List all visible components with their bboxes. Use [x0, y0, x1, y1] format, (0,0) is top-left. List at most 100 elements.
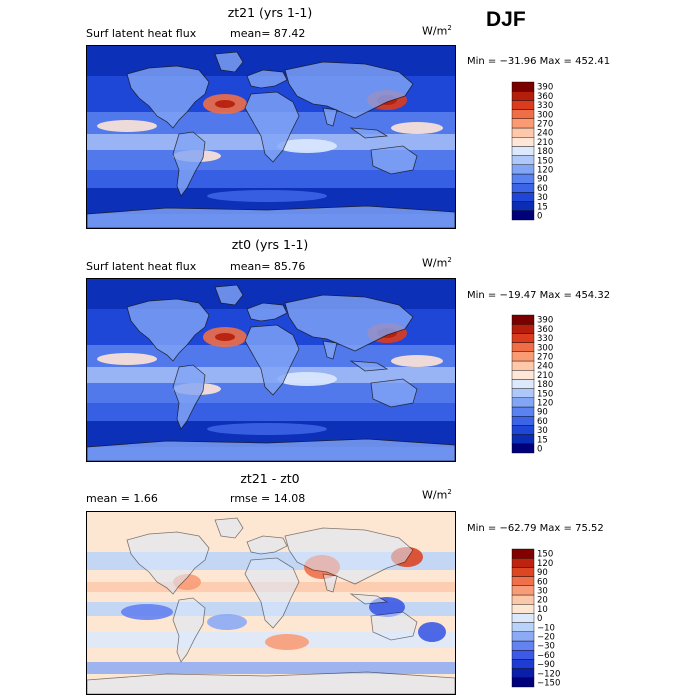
colorbar-tick-label: 270	[537, 353, 553, 363]
colorbar-tick-label: −120	[537, 669, 560, 679]
colorbar-swatch	[511, 201, 535, 211]
colorbar-swatch	[511, 342, 535, 353]
panel1-units: W/m2	[422, 24, 452, 38]
colorbar-tick-label: 60	[537, 184, 548, 194]
panel3-rmse: rmse = 14.08	[230, 492, 306, 505]
colorbar-tick-label: 360	[537, 92, 553, 102]
colorbar-swatch	[511, 388, 535, 398]
colorbar-swatch	[511, 90, 535, 101]
colorbar-swatch	[511, 668, 535, 678]
colorbar-tick-label: 360	[537, 325, 553, 335]
colorbar-tick-label: 90	[537, 175, 548, 185]
panel3-units: W/m2	[422, 488, 452, 502]
panel2-variable: Surf latent heat flux	[86, 260, 197, 273]
colorbar-tick-label: 270	[537, 120, 553, 130]
colorbar-swatch	[511, 164, 535, 175]
colorbar-tick-label: 300	[537, 343, 553, 353]
colorbar-swatch	[511, 379, 535, 389]
colorbar-swatch	[511, 613, 535, 623]
colorbar-tick-label: 150	[537, 156, 553, 166]
colorbar-tick-label: 15	[537, 202, 548, 212]
colorbar-tick-label: −150	[537, 679, 560, 689]
colorbar-swatch	[511, 210, 535, 221]
colorbar-tick-label: 0	[537, 614, 542, 624]
colorbar-swatch	[511, 137, 535, 147]
colorbar-tick-label: 150	[537, 389, 553, 399]
colorbar-tick-label: 30	[537, 193, 548, 203]
colorbar-swatch	[511, 659, 535, 669]
colorbar-tick-label: 210	[537, 138, 553, 148]
colorbar-swatch	[511, 127, 535, 138]
colorbar-swatch	[511, 146, 535, 156]
colorbar-tick-label: 180	[537, 147, 553, 157]
colorbar-tick-label: 0	[537, 212, 542, 222]
colorbar-tick-label: −10	[537, 623, 555, 633]
colorbar-tick-label: 210	[537, 371, 553, 381]
colorbar-swatch	[511, 333, 535, 343]
colorbar-swatch	[511, 649, 535, 660]
colorbar-swatch	[511, 567, 535, 577]
panel1-title: zt21 (yrs 1-1)	[227, 5, 313, 20]
panel2-mean: mean= 85.76	[230, 260, 306, 273]
colorbar-swatch	[511, 677, 535, 688]
colorbar-swatch	[511, 173, 535, 184]
colorbar-swatch	[511, 594, 535, 605]
panel2-title: zt0 (yrs 1-1)	[231, 237, 309, 252]
colorbar-tick-label: 15	[537, 435, 548, 445]
colorbar-swatch	[511, 557, 535, 568]
colorbar-swatch	[511, 622, 535, 632]
colorbar-swatch	[511, 182, 535, 193]
panel2-minmax: Min = −19.47 Max = 454.32	[467, 290, 611, 301]
colorbar-tick-label: 20	[537, 596, 548, 606]
colorbar-tick-label: −60	[537, 651, 555, 661]
colorbar-tick-label: 30	[537, 587, 548, 597]
colorbar-swatch	[511, 406, 535, 417]
colorbar-tick-label: 120	[537, 399, 553, 409]
colorbar-tick-label: 300	[537, 110, 553, 120]
colorbar-tick-label: 330	[537, 101, 553, 111]
colorbar-tick-label: 240	[537, 362, 553, 372]
colorbar-swatch	[511, 351, 535, 362]
colorbar-swatch	[511, 443, 535, 454]
colorbar-swatch	[511, 370, 535, 380]
colorbar-tick-label: 120	[537, 559, 553, 569]
colorbar-tick-label: 330	[537, 334, 553, 344]
colorbar-swatch	[511, 640, 535, 651]
panel3-title: zt21 - zt0	[240, 471, 300, 486]
colorbar-tick-label: 390	[537, 316, 553, 326]
colorbar-swatch	[511, 631, 535, 642]
panel1-mean: mean= 87.42	[230, 27, 306, 40]
panel2-units: W/m2	[422, 256, 452, 270]
colorbar-swatch	[511, 585, 535, 596]
panel1-map	[86, 45, 456, 229]
colorbar-tick-label: 390	[537, 83, 553, 93]
colorbar-swatch	[511, 323, 535, 334]
colorbar-tick-label: 90	[537, 568, 548, 578]
colorbar-swatch	[511, 604, 535, 614]
colorbar-tick-label: 60	[537, 577, 548, 587]
colorbar-tick-label: 60	[537, 417, 548, 427]
colorbar-swatch	[511, 314, 535, 325]
colorbar-tick-label: 90	[537, 408, 548, 418]
colorbar-tick-label: 120	[537, 166, 553, 176]
colorbar-tick-label: 0	[537, 445, 542, 455]
colorbar-tick-label: −20	[537, 633, 555, 643]
colorbar-swatch	[511, 118, 535, 129]
panel1-variable: Surf latent heat flux	[86, 27, 197, 40]
colorbar-tick-label: 180	[537, 380, 553, 390]
colorbar-swatch	[511, 192, 535, 202]
colorbar-swatch	[511, 548, 535, 559]
colorbar-tick-label: −30	[537, 642, 555, 652]
colorbar-swatch	[511, 415, 535, 426]
colorbar-tick-label: 240	[537, 129, 553, 139]
panel3-minmax: Min = −62.79 Max = 75.52	[467, 523, 604, 534]
colorbar-swatch	[511, 81, 535, 92]
colorbar-tick-label: 30	[537, 426, 548, 436]
colorbar-swatch	[511, 434, 535, 444]
colorbar-tick-label: 150	[537, 550, 553, 560]
colorbar-swatch	[511, 109, 535, 120]
colorbar-swatch	[511, 155, 535, 165]
